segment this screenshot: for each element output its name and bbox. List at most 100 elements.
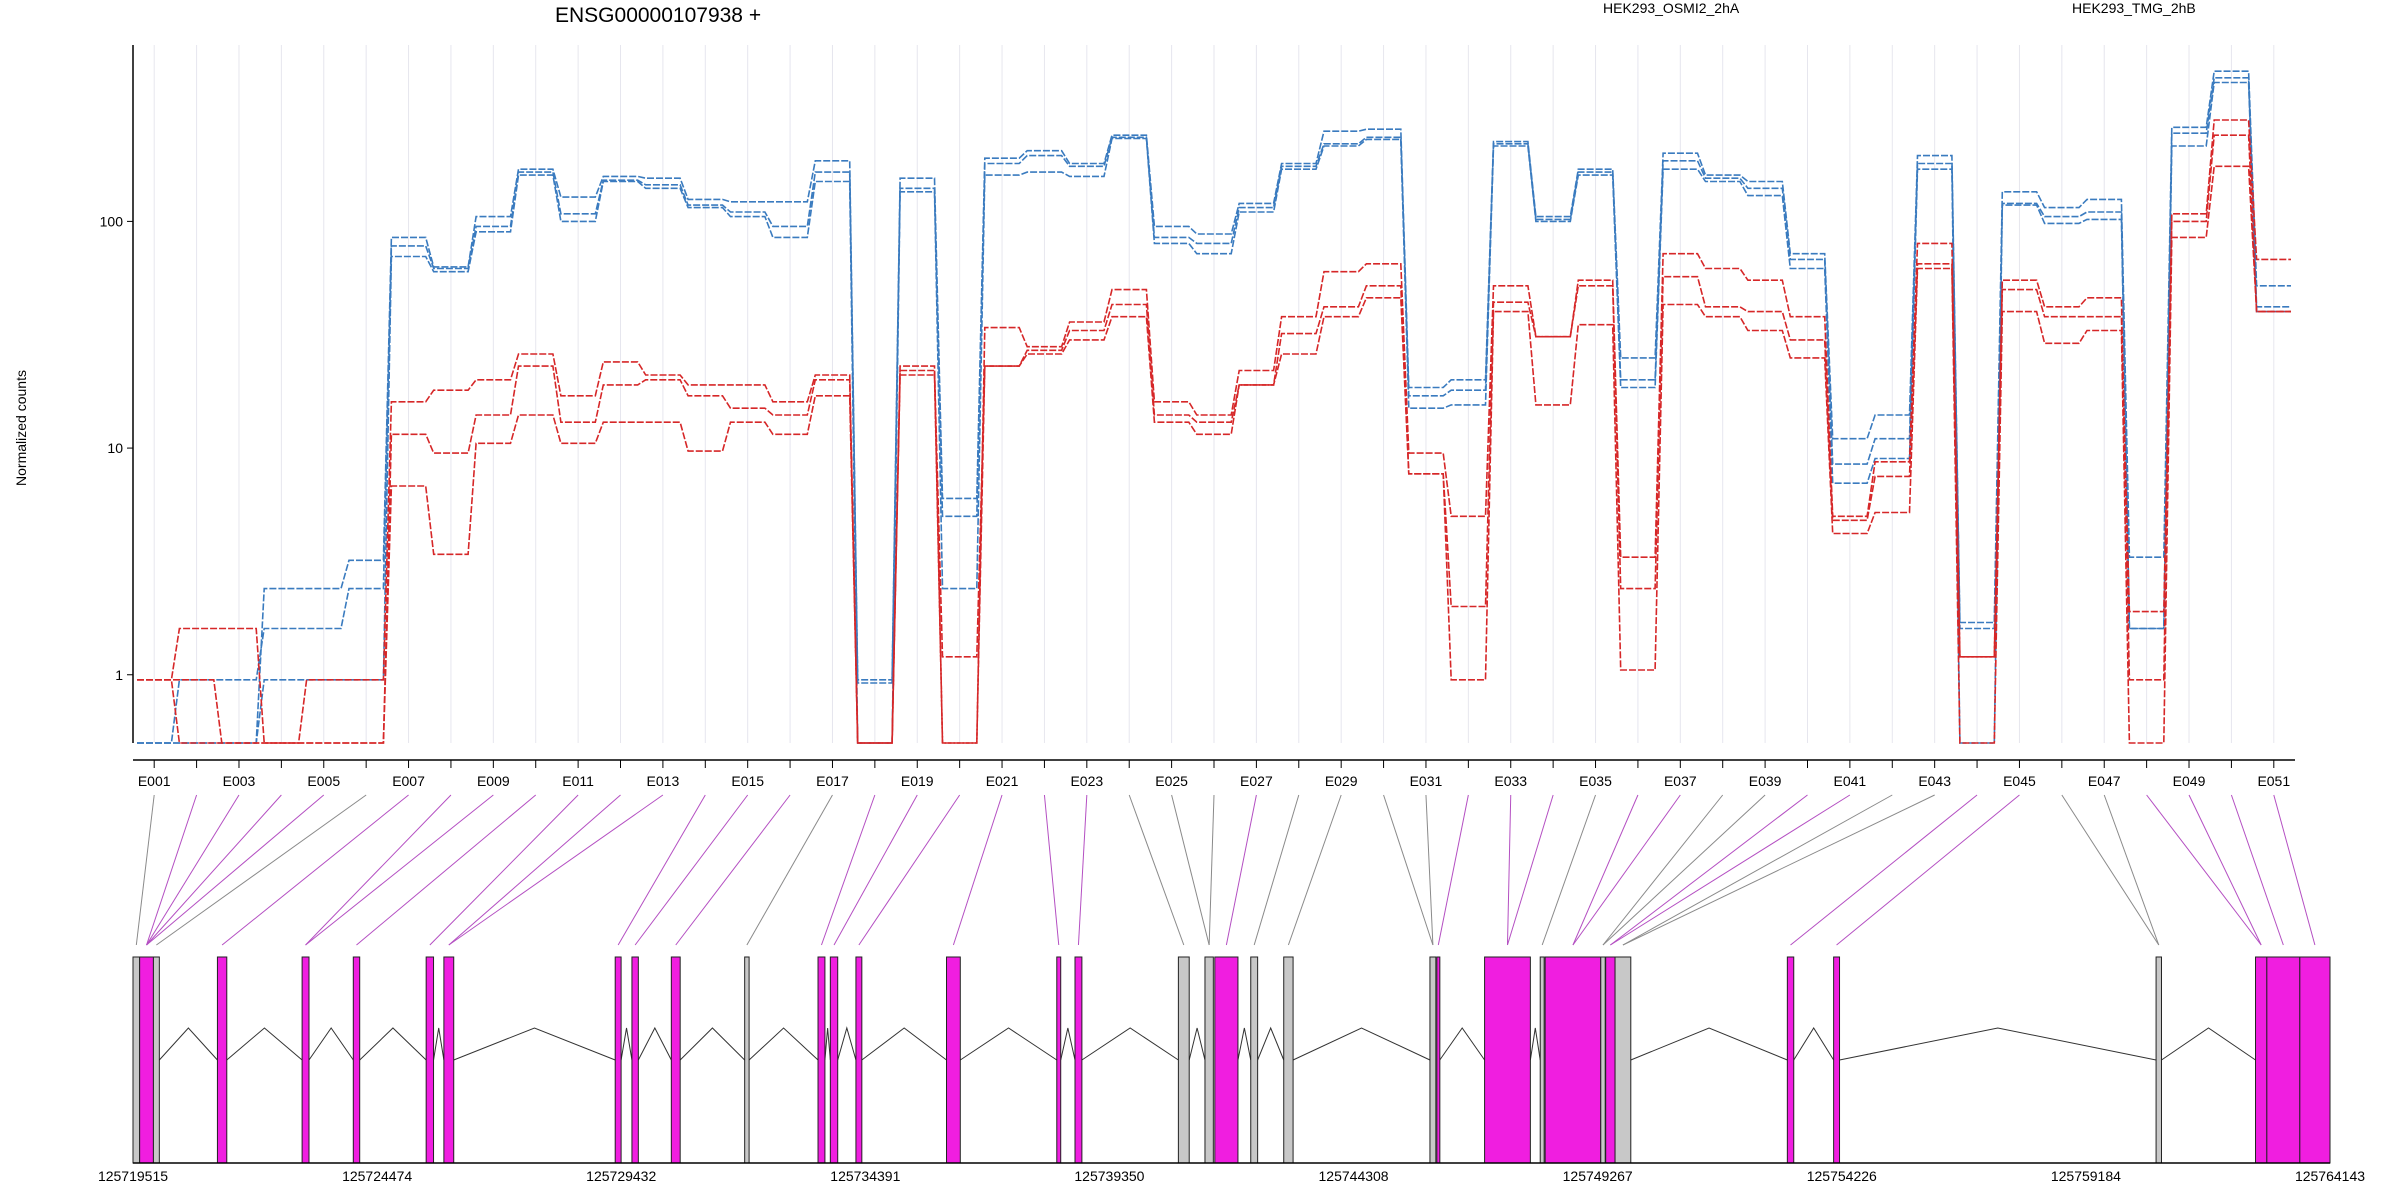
exon-block [2155,956,2162,1164]
y-tick-label: 1 [115,667,123,683]
exon-block [152,956,160,1164]
exon-block [1539,956,1545,1164]
exon-block [1204,956,1214,1164]
intron-line [1292,1027,1431,1061]
intron-line [1439,1027,1485,1061]
x-tick-label: E017 [816,773,849,789]
exon-connector [1171,794,1210,946]
exon-connector [1622,794,1893,946]
exon-connector [1077,794,1088,946]
exon-connector [1437,794,1469,946]
exon-connector [429,794,579,946]
exon-block [425,956,435,1164]
series-line [137,119,2291,744]
intron-line [1188,1027,1206,1061]
x-tick-label: E011 [562,773,594,789]
exon-connector [1541,794,1597,946]
exon-connector [146,794,282,946]
genome-axis-label: 125754226 [1807,1168,1877,1184]
exon-block [216,956,228,1164]
genome-coordinate-axis: 125719515 125724474 125729432 125734391 1257… [98,1162,2365,1184]
x-tick-label: E025 [1155,773,1188,789]
exon-connector [952,794,1003,946]
exon-connector [135,794,155,946]
intron-line [1529,1027,1541,1061]
x-tick-label: E043 [1918,773,1951,789]
intron-line [748,1027,819,1061]
exon-connector [146,794,325,946]
exon-connector [2273,794,2316,946]
exon-block [2255,956,2268,1164]
exon-connector [746,794,833,946]
exon-block [1283,956,1294,1164]
intron-line [824,1027,831,1061]
exon-connector [305,794,494,946]
gene-model [132,956,2331,1164]
exon-block [1544,956,1602,1164]
x-tick-label: E037 [1664,773,1697,789]
intron-line [158,1027,218,1061]
exon-connector [634,794,749,946]
exon-connector [1253,794,1300,946]
exon-connector [2103,794,2160,946]
x-tick-label: E051 [2257,773,2290,789]
x-tick-label: E029 [1325,773,1358,789]
exon-connector [820,794,876,946]
y-axis: 1 10 100 [100,45,134,743]
exon-block [829,956,839,1164]
exon-connector [1610,794,1851,946]
exon-block [1614,956,1632,1164]
exon-connector [1572,794,1681,946]
y-tick-label: 10 [107,440,123,456]
exon-connector [1287,794,1342,946]
exon-connector [2230,794,2284,946]
exon-block [2299,956,2331,1164]
legend-entry-tmg: HEK293_TMG_2hB [2072,0,2196,16]
exon-block [132,956,141,1164]
x-tick-label: E015 [731,773,764,789]
exon-connector [1622,794,1935,946]
exon-connector [1425,794,1434,946]
genome-axis-label: 125739350 [1074,1168,1144,1184]
exon-block [670,956,681,1164]
exon-block [139,956,154,1164]
intron-line [308,1027,354,1061]
exon-connector [1383,794,1434,946]
exon-block [1605,956,1616,1164]
x-tick-label: E047 [2088,773,2121,789]
exon-connector [675,794,791,946]
exon-connector [833,794,918,946]
genome-axis-label: 125734391 [830,1168,900,1184]
series-line [137,70,2291,744]
intron-line [837,1026,857,1061]
exon-connector [1506,794,1512,946]
exon-connector [1208,794,1215,946]
genome-axis-label: 125719515 [98,1168,168,1184]
intron-line [1630,1027,1788,1061]
exon-connector [156,794,367,946]
exon-connector [356,794,537,946]
intron-line [1793,1027,1835,1061]
genome-axis-label: 125764143 [2295,1168,2365,1184]
exon-block [1484,956,1531,1164]
intron-line [2161,1027,2256,1061]
exon-block [1074,956,1083,1164]
x-tick-label: E041 [1834,773,1867,789]
x-tick-label: E049 [2173,773,2206,789]
exon-block [631,956,639,1164]
x-tick-label: E003 [223,773,256,789]
genome-axis-label: 125729432 [586,1168,656,1184]
exon-block [1600,956,1606,1164]
exon-connector [305,794,452,946]
x-tick-label: E013 [647,773,680,789]
y-tick-label: 100 [100,213,124,229]
exon-connectors [135,794,2316,946]
exon-connector [1836,794,2020,946]
intron-line [620,1027,633,1061]
exon-block [1214,956,1239,1164]
intron-line [679,1027,746,1061]
intron-line [433,1027,445,1061]
exon-connector [1043,794,1060,946]
intron-line [960,1027,1058,1061]
